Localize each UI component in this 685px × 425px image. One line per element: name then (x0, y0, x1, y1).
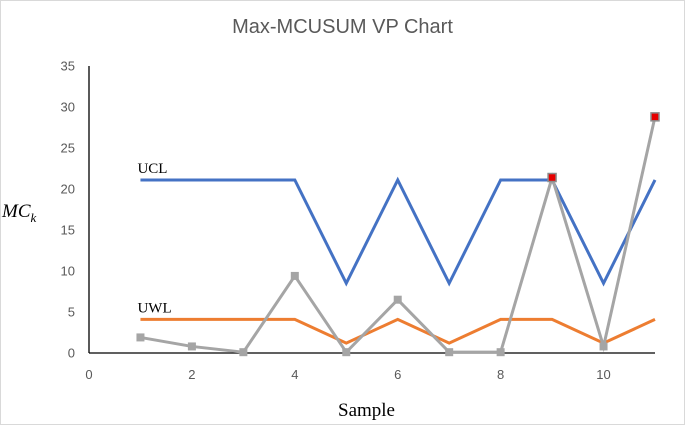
series-lines (140, 116, 657, 355)
y-tick-label: 25 (61, 141, 75, 156)
chart-title: Max-MCUSUM VP Chart (232, 16, 453, 38)
y-axis-label-subscript: k (30, 209, 37, 225)
data-point (393, 295, 402, 304)
y-tick-label: 30 (61, 100, 75, 115)
x-tick-label: 2 (188, 367, 195, 382)
x-tick-label: 6 (394, 367, 401, 382)
data-point (342, 348, 351, 357)
y-axis-label: MCk (2, 201, 36, 226)
x-tick-label: 8 (497, 367, 504, 382)
x-tick-label: 4 (291, 367, 298, 382)
y-tick-label: 10 (61, 264, 75, 279)
data-point (187, 342, 196, 351)
y-tick-label: 35 (61, 59, 75, 74)
series-label-uwl: UWL (137, 300, 171, 316)
series-markers (136, 112, 660, 357)
y-tick-label: 20 (61, 182, 75, 197)
data-point (136, 333, 145, 342)
axes: 0 5 10 15 20 25 30 35 0 2 4 6 8 10 (61, 59, 655, 382)
ucl-series-line (140, 176, 657, 287)
out-of-control-point (650, 112, 660, 122)
out-of-control-point (547, 172, 557, 183)
x-axis-label: Sample (338, 400, 395, 421)
data-point (496, 348, 505, 357)
x-tick-label: 10 (596, 367, 610, 382)
x-tick-label: 0 (85, 367, 92, 382)
data-point (239, 348, 248, 357)
series-label-ucl: UCL (137, 161, 167, 177)
y-tick-label: 0 (68, 346, 75, 361)
y-tick-label: 15 (61, 223, 75, 238)
data-point (445, 348, 454, 357)
y-axis-label-base: MC (2, 201, 31, 222)
data-point (290, 271, 299, 280)
uwl-series-line (140, 317, 656, 345)
series-labels: UCL UWL (137, 161, 171, 316)
data-point (599, 342, 608, 351)
y-tick-label: 5 (68, 305, 75, 320)
